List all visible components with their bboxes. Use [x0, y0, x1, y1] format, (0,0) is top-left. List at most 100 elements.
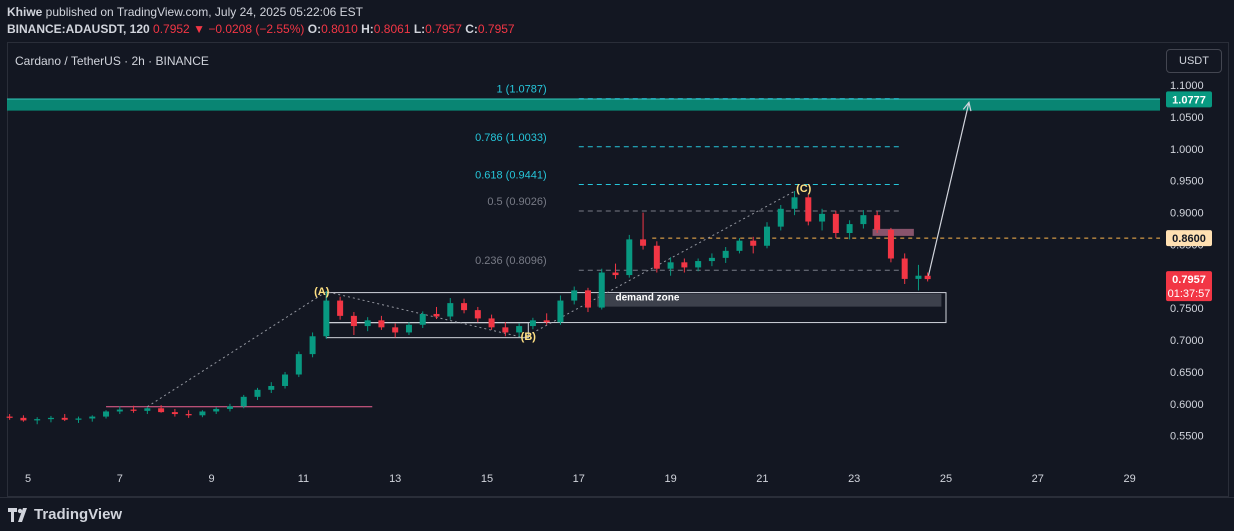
close-value: 0.7957: [477, 22, 515, 36]
candle: [405, 324, 412, 333]
price-tick-label: 0.9500: [1170, 176, 1204, 188]
publish-info: Khiwe published on TradingView.com, July…: [7, 5, 363, 19]
candle: [158, 408, 165, 413]
high-label: H:: [361, 22, 374, 36]
price-label-bg: [1166, 230, 1212, 247]
candle: [240, 396, 247, 407]
candle: [89, 416, 96, 419]
candle: [791, 197, 798, 209]
candle: [103, 411, 110, 417]
price-change: −0.0208 (−2.55%): [208, 22, 305, 36]
candle: [447, 303, 454, 317]
candle: [860, 215, 867, 225]
forecast-arrow-head: [962, 100, 972, 112]
candle: [226, 406, 233, 409]
time-tick-label: 19: [664, 473, 676, 485]
price-tick-label: 0.6500: [1170, 367, 1204, 379]
last-price: 0.7952: [153, 22, 190, 36]
time-axis: 5 7 9 11 13 15 17 19 21 23 25 27 29: [25, 473, 1136, 485]
tradingview-logo[interactable]: TradingView: [8, 506, 122, 523]
candle: [130, 409, 137, 411]
candle: [667, 262, 674, 269]
candle: [612, 272, 619, 276]
price-tick-label: 0.5500: [1170, 431, 1204, 443]
candle: [924, 275, 931, 280]
time-tick-label: 11: [298, 473, 309, 485]
currency-button[interactable]: USDT: [1166, 49, 1222, 73]
time-tick-label: 29: [1123, 473, 1135, 485]
time-tick-label: 15: [481, 473, 493, 485]
candle: [378, 320, 385, 328]
price-label: 0.8600: [1172, 233, 1206, 245]
candle: [116, 409, 123, 412]
candle: [887, 229, 894, 259]
candle: [640, 239, 647, 246]
labels-layer: (A) (B) (C) demand zone: [314, 183, 812, 343]
price-label-bg: [1166, 271, 1212, 302]
candle: [392, 327, 399, 333]
candle: [736, 240, 743, 251]
symbol-info: BINANCE:ADAUSDT, 120 0.7952 ▼ −0.0208 (−…: [7, 22, 515, 36]
price-tick-label: 0.7500: [1170, 303, 1204, 315]
candle: [199, 411, 206, 416]
candles-layer: [6, 190, 931, 425]
candle: [832, 213, 839, 234]
chart-title: Cardano / TetherUS · 2h · BINANCE: [15, 54, 209, 68]
time-tick-label: 17: [573, 473, 585, 485]
candle: [915, 275, 922, 279]
time-tick-label: 23: [848, 473, 860, 485]
candle: [254, 389, 261, 397]
candle: [708, 257, 715, 262]
price-label: 1.0777: [1172, 94, 1206, 106]
fib-label-0-618: 0.618 (0.9441): [475, 170, 547, 182]
time-tick-label: 7: [117, 473, 123, 485]
low-value: 0.7957: [425, 22, 462, 36]
candle: [543, 320, 550, 323]
candle: [171, 412, 178, 415]
candle: [461, 303, 468, 311]
target-zone: [7, 99, 1160, 111]
chart-panel[interactable]: [7, 42, 1229, 497]
candle: [874, 215, 881, 230]
fib-layer: 1 (1.0787) 0.786 (1.0033) 0.618 (0.9441) 0.…: [475, 84, 1160, 271]
candle: [61, 417, 68, 420]
candle: [75, 418, 82, 420]
candle: [47, 417, 54, 420]
tradingview-icon: [8, 507, 27, 522]
high-value: 0.8061: [373, 22, 411, 36]
candle: [282, 374, 289, 386]
drawings-layer: [147, 100, 972, 408]
candle: [488, 318, 495, 328]
candle: [571, 290, 578, 301]
candle: [337, 300, 344, 316]
fib-label-1: 1 (1.0787): [497, 84, 547, 96]
price-tick-label: 1.0000: [1170, 144, 1204, 156]
candle: [695, 261, 702, 268]
price-axis: 1.10001.05001.00000.95000.90000.85000.80…: [1166, 80, 1212, 443]
brand-name: TradingView: [34, 506, 123, 523]
down-arrow-icon: ▼: [193, 22, 205, 36]
candle: [750, 240, 757, 246]
candle: [419, 313, 426, 325]
wave-label: (C): [796, 183, 812, 195]
candle: [516, 326, 523, 333]
candle: [584, 290, 591, 308]
author-name: Khiwe: [7, 5, 43, 19]
candle: [474, 310, 481, 319]
candle: [722, 250, 729, 258]
candle: [34, 419, 41, 421]
open-label: O:: [307, 22, 322, 36]
time-tick-label: 27: [1032, 473, 1044, 485]
candle: [819, 213, 826, 222]
candle: [777, 208, 784, 227]
open-value: 0.8010: [321, 22, 358, 36]
fib-label-0-5: 0.5 (0.9026): [487, 196, 546, 208]
low-label: L:: [413, 22, 426, 36]
time-tick-label: 13: [389, 473, 401, 485]
candle: [763, 226, 770, 246]
candle: [295, 354, 302, 375]
price-label: 0.7957: [1172, 274, 1206, 286]
footer: [0, 497, 1234, 531]
candle: [901, 258, 908, 279]
